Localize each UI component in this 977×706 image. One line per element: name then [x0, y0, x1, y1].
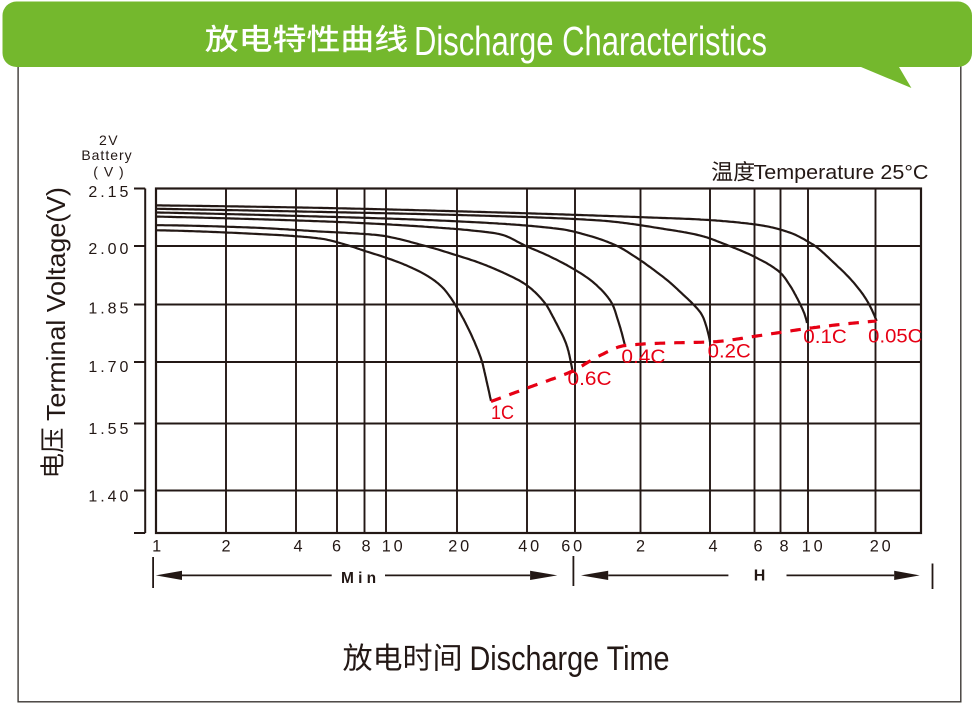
svg-text:0.6C: 0.6C	[568, 369, 612, 390]
svg-text:2.15: 2.15	[88, 184, 131, 201]
svg-text:2: 2	[636, 538, 645, 556]
svg-text:10: 10	[382, 538, 406, 556]
svg-text:2V: 2V	[99, 132, 119, 148]
svg-text:Battery: Battery	[81, 147, 132, 163]
svg-text:20: 20	[870, 538, 894, 556]
svg-text:Terminal Voltage(V): Terminal Voltage(V)	[41, 187, 71, 421]
svg-text:Temperature 25°C: Temperature 25°C	[754, 161, 929, 184]
svg-text:1.70: 1.70	[88, 359, 131, 376]
svg-text:60: 60	[561, 538, 585, 556]
svg-text:0.4C: 0.4C	[621, 347, 665, 368]
svg-text:1.40: 1.40	[88, 489, 131, 506]
svg-text:1.85: 1.85	[88, 301, 131, 318]
svg-text:Discharge Time: Discharge Time	[470, 640, 670, 678]
svg-text:6: 6	[753, 538, 762, 556]
svg-text:0.1C: 0.1C	[803, 327, 847, 348]
svg-text:Min: Min	[341, 570, 380, 587]
svg-text:0.2C: 0.2C	[708, 342, 751, 363]
svg-text:40: 40	[518, 538, 542, 556]
svg-text:1: 1	[152, 538, 161, 556]
svg-text:H: H	[754, 568, 766, 585]
svg-text:8: 8	[779, 538, 788, 556]
svg-text:1.55: 1.55	[88, 421, 131, 438]
svg-text:2.00: 2.00	[88, 241, 131, 258]
svg-text:20: 20	[448, 538, 472, 556]
svg-text:4: 4	[708, 538, 717, 556]
svg-text:6: 6	[332, 538, 341, 556]
svg-text:8: 8	[361, 538, 370, 556]
svg-text:4: 4	[293, 538, 302, 556]
svg-text:10: 10	[802, 538, 826, 556]
svg-text:( V ): ( V )	[93, 164, 124, 180]
svg-text:Discharge Characteristics: Discharge Characteristics	[414, 18, 767, 64]
svg-text:2: 2	[221, 538, 230, 556]
svg-text:1C: 1C	[491, 403, 514, 424]
svg-text:0.05C: 0.05C	[868, 327, 922, 348]
